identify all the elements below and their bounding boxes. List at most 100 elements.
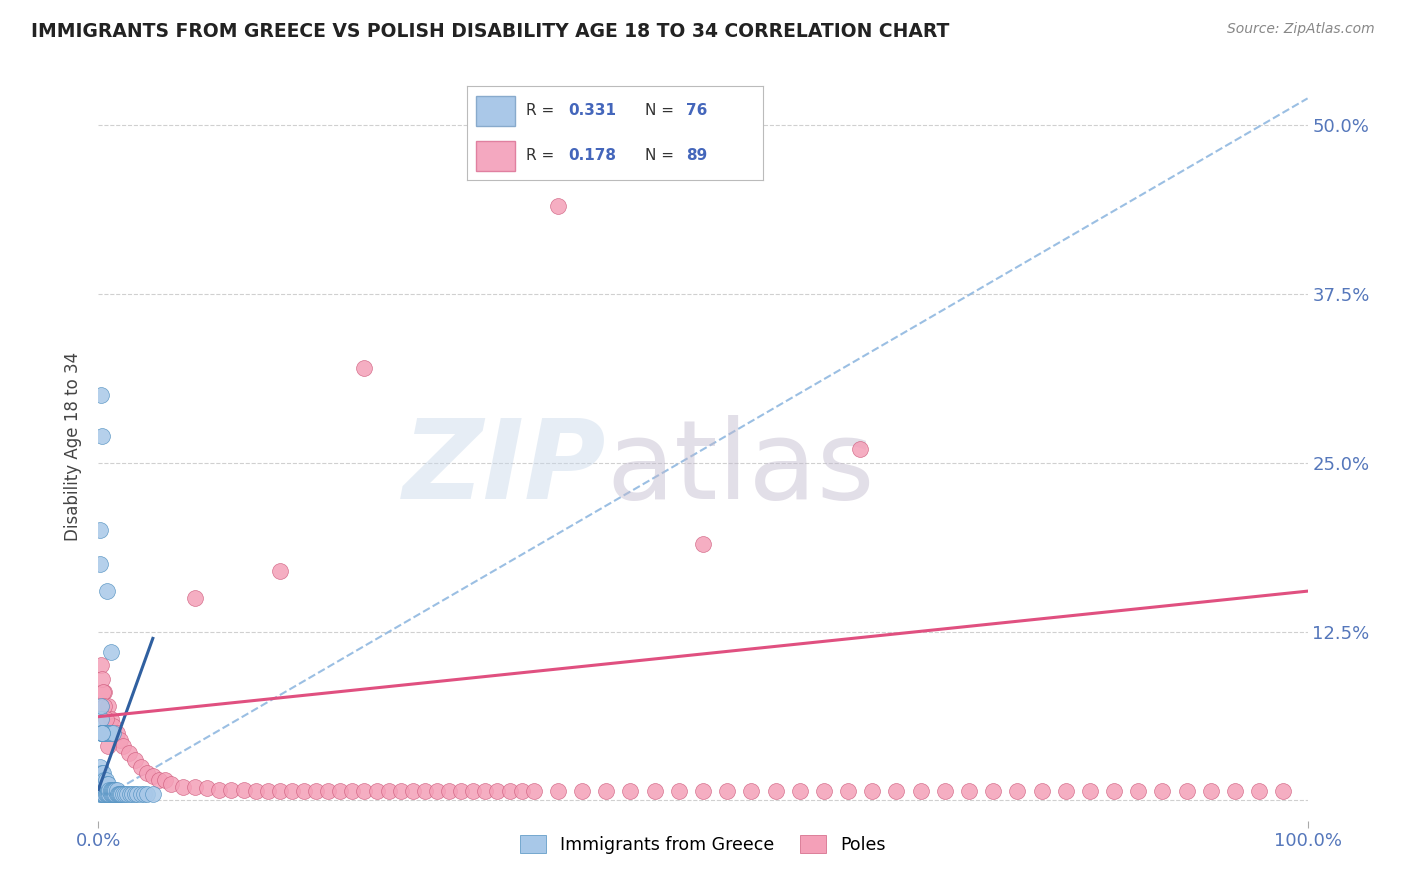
Point [124, 787, 146, 801]
Point [91, 773, 114, 788]
Point [114, 787, 136, 801]
Point [111, 739, 134, 754]
Point [934, 784, 956, 798]
Point [91, 726, 114, 740]
Y-axis label: Disability Age 18 to 34: Disability Age 18 to 34 [65, 351, 83, 541]
Point [1128, 784, 1150, 798]
Point [292, 784, 315, 798]
Point [96, 726, 118, 740]
Point [89, 787, 111, 801]
Point [437, 784, 460, 798]
Point [107, 787, 129, 801]
Text: ZIP: ZIP [402, 415, 606, 522]
Point [97, 726, 120, 740]
Point [91, 672, 114, 686]
Point [547, 784, 569, 798]
Point [813, 784, 835, 798]
Point [134, 787, 156, 801]
Point [121, 787, 143, 801]
Point [103, 782, 125, 797]
Point [91, 685, 114, 699]
Point [93, 726, 115, 740]
Point [1054, 784, 1077, 798]
Point [692, 537, 714, 551]
Point [96, 787, 118, 801]
Point [571, 784, 593, 798]
Point [96, 780, 118, 794]
Point [316, 784, 339, 798]
Point [94, 787, 117, 801]
Point [105, 787, 128, 801]
Point [153, 773, 176, 788]
Point [100, 787, 122, 801]
Point [129, 759, 152, 773]
Point [91, 726, 114, 740]
Text: Source: ZipAtlas.com: Source: ZipAtlas.com [1227, 22, 1375, 37]
Point [135, 766, 157, 780]
Point [644, 784, 666, 798]
Point [101, 787, 124, 801]
Point [89, 557, 111, 571]
Point [100, 782, 122, 797]
Point [90, 726, 112, 740]
Point [90, 773, 112, 788]
Point [111, 787, 134, 801]
Point [93, 698, 115, 713]
Point [94, 773, 117, 788]
Point [172, 780, 194, 794]
Point [100, 782, 122, 797]
Point [389, 784, 412, 798]
Point [97, 698, 120, 713]
Point [886, 784, 908, 798]
Point [184, 780, 207, 794]
Point [221, 782, 243, 797]
Point [96, 584, 118, 599]
Point [91, 787, 114, 801]
Point [184, 591, 207, 605]
Point [135, 787, 157, 801]
Point [100, 645, 122, 659]
Point [305, 784, 328, 798]
Point [90, 388, 112, 402]
Point [510, 784, 533, 798]
Point [245, 784, 267, 798]
Point [256, 784, 278, 798]
Point [269, 784, 291, 798]
Point [1031, 784, 1053, 798]
Point [269, 564, 291, 578]
Point [118, 787, 141, 801]
Point [90, 787, 112, 801]
Point [90, 780, 112, 794]
Legend: Immigrants from Greece, Poles: Immigrants from Greece, Poles [513, 828, 893, 861]
Point [100, 712, 122, 726]
Point [110, 787, 132, 801]
Point [498, 784, 520, 798]
Point [108, 787, 131, 801]
Point [426, 784, 449, 798]
Point [90, 712, 112, 726]
Point [716, 784, 738, 798]
Point [91, 726, 114, 740]
Point [96, 777, 118, 791]
Point [91, 780, 114, 794]
Point [124, 753, 146, 767]
Point [195, 781, 218, 796]
Point [148, 773, 170, 788]
Text: atlas: atlas [606, 415, 875, 522]
Point [595, 784, 617, 798]
Point [668, 784, 690, 798]
Point [90, 658, 112, 673]
Point [94, 726, 117, 740]
Point [90, 726, 112, 740]
Point [208, 782, 231, 797]
Point [89, 759, 111, 773]
Point [413, 784, 436, 798]
Point [692, 784, 714, 798]
Point [127, 787, 149, 801]
Point [849, 442, 872, 457]
Point [402, 784, 425, 798]
Point [910, 784, 932, 798]
Point [93, 780, 115, 794]
Point [463, 784, 485, 798]
Point [789, 784, 811, 798]
